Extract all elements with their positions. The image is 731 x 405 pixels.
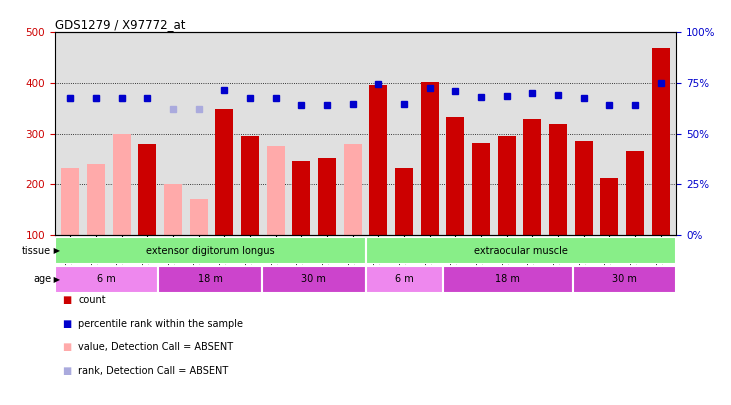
Bar	[159, 266, 262, 293]
Bar	[395, 168, 413, 235]
Bar	[267, 146, 284, 235]
Text: count: count	[78, 295, 106, 305]
Text: tissue: tissue	[22, 246, 51, 256]
Text: extraocular muscle: extraocular muscle	[474, 246, 568, 256]
Bar	[523, 119, 542, 235]
Text: 6 m: 6 m	[395, 275, 414, 284]
Text: age: age	[33, 275, 51, 284]
Text: ■: ■	[62, 366, 72, 376]
Bar	[241, 136, 259, 235]
Bar	[572, 266, 676, 293]
Bar	[447, 117, 464, 235]
Bar	[369, 85, 387, 235]
Bar	[626, 151, 644, 235]
Bar	[87, 164, 105, 235]
Text: 18 m: 18 m	[496, 275, 520, 284]
Bar	[575, 141, 593, 235]
Bar	[189, 200, 208, 235]
Bar	[421, 81, 439, 235]
Text: percentile rank within the sample: percentile rank within the sample	[78, 319, 243, 329]
Text: 30 m: 30 m	[301, 275, 326, 284]
Text: ▶: ▶	[51, 246, 60, 255]
Text: ■: ■	[62, 319, 72, 329]
Bar	[262, 266, 366, 293]
Bar	[55, 237, 366, 264]
Bar	[292, 162, 310, 235]
Bar	[344, 144, 362, 235]
Bar	[55, 266, 159, 293]
Text: 6 m: 6 m	[97, 275, 116, 284]
Text: ▶: ▶	[51, 275, 60, 284]
Bar	[366, 266, 443, 293]
Bar	[113, 134, 131, 235]
Text: ■: ■	[62, 342, 72, 352]
Text: ■: ■	[62, 295, 72, 305]
Bar	[138, 144, 156, 235]
Text: rank, Detection Call = ABSENT: rank, Detection Call = ABSENT	[78, 366, 229, 376]
Bar	[600, 178, 618, 235]
Text: 18 m: 18 m	[197, 275, 223, 284]
Bar	[472, 143, 490, 235]
Text: 30 m: 30 m	[612, 275, 637, 284]
Text: value, Detection Call = ABSENT: value, Detection Call = ABSENT	[78, 342, 233, 352]
Bar	[318, 158, 336, 235]
Bar	[549, 124, 567, 235]
Bar	[498, 136, 515, 235]
Bar	[216, 109, 233, 235]
Text: extensor digitorum longus: extensor digitorum longus	[146, 246, 274, 256]
Bar	[61, 168, 79, 235]
Bar	[652, 47, 670, 235]
Bar	[366, 237, 676, 264]
Bar	[443, 266, 572, 293]
Bar	[164, 184, 182, 235]
Text: GDS1279 / X97772_at: GDS1279 / X97772_at	[55, 18, 186, 31]
